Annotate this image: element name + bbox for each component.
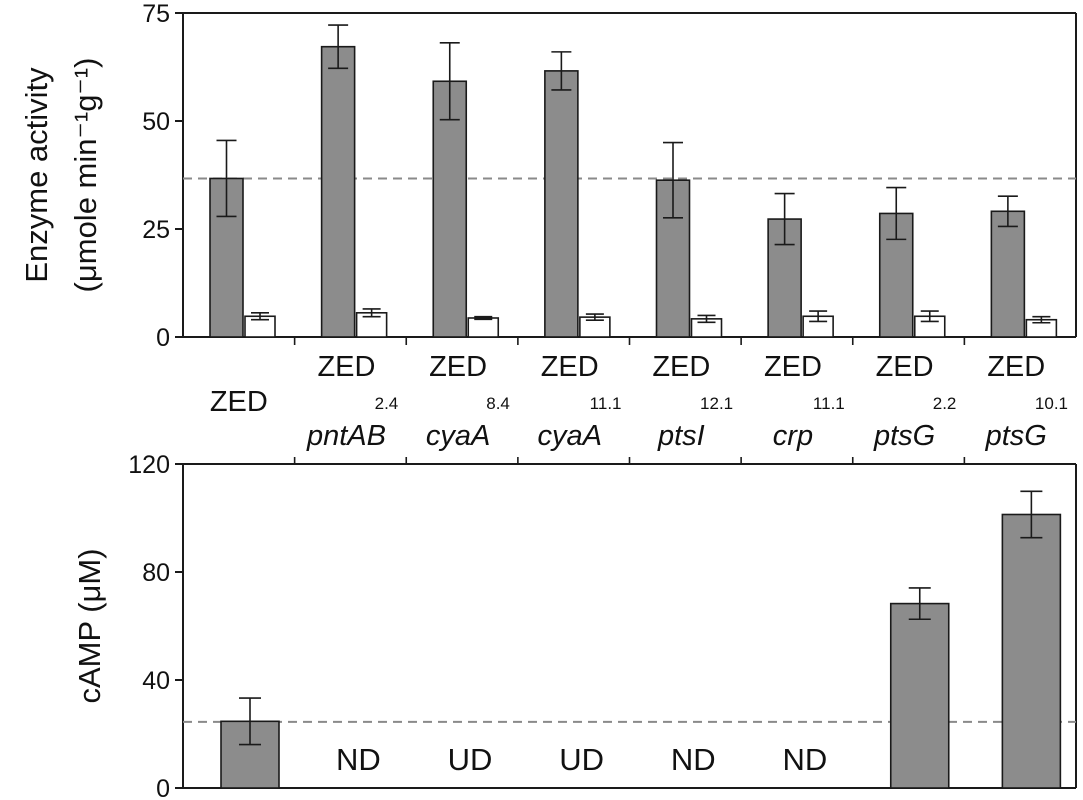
category-labels: ZEDZED2.4pntABZED8.4cyaAZED11.1cyaAZED12… — [210, 338, 1068, 464]
bar-gray — [1001, 513, 1062, 789]
not-detected-label: ND — [671, 742, 716, 777]
camp-panel: 0 40 80 120 ND UD UD ND ND cAMP (μM) — [72, 451, 1077, 800]
bar-gray — [320, 45, 356, 338]
category-superscript: 2.4 — [375, 394, 399, 413]
y-tick-label: 80 — [142, 559, 170, 587]
category-superscript: 11.1 — [590, 394, 622, 413]
category-gene: ptsG — [985, 420, 1047, 452]
y-tick-label: 75 — [142, 0, 170, 28]
y-tick-label: 0 — [156, 775, 170, 800]
y-axis-title-line1: Enzyme activity — [19, 67, 54, 283]
y-tick-label: 50 — [142, 108, 170, 136]
not-detected-label: UD — [448, 742, 493, 777]
category-gene: cyaA — [537, 420, 601, 452]
category-superscript: 12.1 — [700, 394, 733, 413]
category-gene: pntAB — [306, 420, 386, 452]
category-superscript: 11.1 — [813, 394, 845, 413]
category-gene: cyaA — [426, 420, 490, 452]
bar-gray — [990, 210, 1026, 338]
category-superscript: 2.2 — [933, 394, 957, 413]
y-axis-title: cAMP (μM) — [72, 548, 107, 703]
category-label: ZED — [876, 351, 934, 383]
y-tick-label: 120 — [128, 451, 170, 479]
category-label: ZED — [317, 351, 375, 383]
category-label: ZED — [652, 351, 710, 383]
y-tick-label: 0 — [156, 324, 170, 352]
category-gene: ptsG — [873, 420, 935, 452]
category-label: ZED — [987, 351, 1045, 383]
category-gene: crp — [773, 420, 813, 452]
category-label: ZED — [429, 351, 487, 383]
bar-gray — [889, 602, 950, 789]
category-label: ZED — [764, 351, 822, 383]
not-detected-label: ND — [783, 742, 828, 777]
not-detected-label: ND — [336, 742, 381, 777]
enzyme-activity-panel: 0 25 50 75 Enzyme activity (μmole min⁻¹g⁻¹) — [19, 0, 1077, 352]
category-label: ZED — [541, 351, 599, 383]
bar-gray — [544, 70, 579, 338]
bar-white — [467, 317, 500, 338]
category-superscript: 10.1 — [1035, 394, 1068, 413]
bar-gray — [432, 80, 468, 338]
not-detected-label: UD — [559, 742, 604, 777]
category-superscript: 8.4 — [486, 394, 510, 413]
category-label: ZED — [210, 386, 268, 418]
category-gene: ptsI — [657, 420, 705, 452]
y-tick-label: 25 — [142, 216, 170, 244]
y-tick-label: 40 — [142, 667, 170, 695]
y-axis-title-line2: (μmole min⁻¹g⁻¹) — [68, 58, 103, 293]
